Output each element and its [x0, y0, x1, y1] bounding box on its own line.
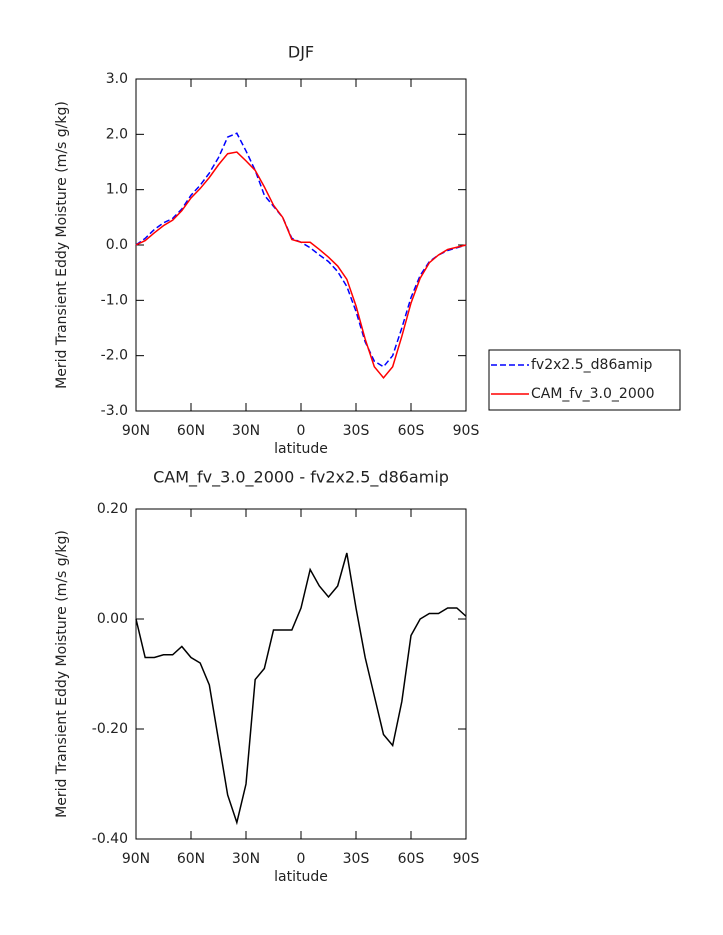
x-axis-label: latitude: [274, 869, 328, 885]
x-tick-label: 30S: [343, 851, 370, 867]
y-tick-label: 3.0: [106, 71, 128, 87]
x-tick-label: 0: [297, 423, 306, 439]
y-axis-label: Merid Transient Eddy Moisture (m/s g/kg): [54, 530, 70, 818]
y-tick-label: 2.0: [106, 126, 128, 142]
plot-frame: [135, 78, 467, 412]
plot-frame: [135, 508, 467, 840]
chart-title: CAM_fv_3.0_2000 - fv2x2.5_d86amip: [153, 468, 449, 488]
x-tick-label: 60N: [177, 851, 205, 867]
y-tick-label: 0.0: [106, 237, 128, 253]
legend-label: fv2x2.5_d86amip: [531, 357, 652, 373]
x-tick-label: 60S: [398, 423, 425, 439]
x-tick-label: 0: [297, 851, 306, 867]
legend-box: [488, 349, 681, 411]
data-line: [135, 151, 467, 379]
y-tick-label: -1.0: [101, 292, 128, 308]
x-tick-label: 90N: [122, 423, 150, 439]
y-axis-label: Merid Transient Eddy Moisture (m/s g/kg): [54, 101, 70, 389]
x-tick-label: 60S: [398, 851, 425, 867]
y-tick-label: 0.00: [97, 611, 128, 627]
y-tick-label: -0.20: [92, 721, 128, 737]
data-line: [135, 132, 467, 368]
data-line: [135, 552, 467, 826]
y-tick-label: -3.0: [101, 403, 128, 419]
x-axis-label: latitude: [274, 441, 328, 457]
y-tick-label: 0.20: [97, 501, 128, 517]
x-tick-label: 60N: [177, 423, 205, 439]
x-tick-label: 90S: [453, 851, 480, 867]
y-tick-label: -2.0: [101, 348, 128, 364]
legend-label: CAM_fv_3.0_2000: [531, 386, 655, 402]
x-tick-label: 90N: [122, 851, 150, 867]
x-tick-label: 30N: [232, 851, 260, 867]
chart-title: DJF: [288, 43, 314, 62]
x-tick-label: 30S: [343, 423, 370, 439]
x-tick-label: 30N: [232, 423, 260, 439]
y-tick-label: 1.0: [106, 182, 128, 198]
x-tick-label: 90S: [453, 423, 480, 439]
y-tick-label: -0.40: [92, 831, 128, 847]
